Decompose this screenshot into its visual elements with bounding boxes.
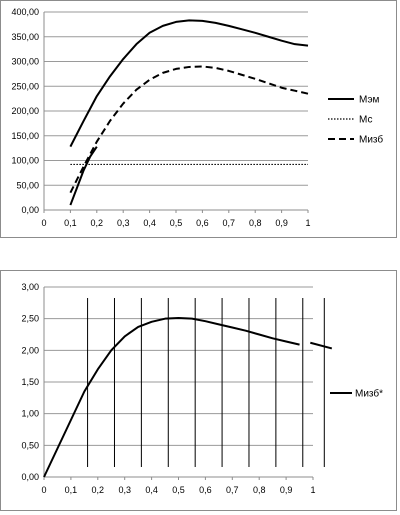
legend-entry: Мс <box>359 115 372 126</box>
series-line-Мэм <box>69 19 309 148</box>
x-tick-label: 0,3 <box>117 218 130 228</box>
x-tick-label: 0,8 <box>249 218 262 228</box>
x-tick-label: 0,4 <box>145 485 158 495</box>
y-tick-label: 0,00 <box>21 205 39 215</box>
series-line-unnamed-1 <box>310 341 333 350</box>
chart-1: 0,00 50,00 100,00 150,00 200,00 250,00 300,00 3… <box>11 7 383 228</box>
x-tick-label: 0,6 <box>199 485 212 495</box>
legend-entry: Мэм <box>359 95 380 106</box>
x-tick-label: 0,6 <box>196 218 209 228</box>
y-tick-label: 100,00 <box>11 156 39 166</box>
x-tick-label: 1 <box>310 485 315 495</box>
x-tick-label: 0,2 <box>92 485 105 495</box>
y-tick-label: 1,50 <box>21 377 39 387</box>
y-tick-label: 200,00 <box>11 106 39 116</box>
y-tick-label: 350,00 <box>11 32 39 42</box>
legend-entry: Мизб* <box>355 388 383 400</box>
series-line-Мизб* <box>43 317 300 478</box>
y-tick-label: 0,00 <box>21 472 39 482</box>
x-tick-label: 0,4 <box>143 218 156 228</box>
y-tick-label: 400,00 <box>11 7 39 17</box>
y-tick-label: 3,00 <box>21 282 39 292</box>
legend-entry: Мизб <box>359 134 383 146</box>
x-tick-label: 0,2 <box>91 218 104 228</box>
x-tick-label: 0,5 <box>172 485 185 495</box>
y-tick-label: 150,00 <box>11 131 39 141</box>
x-tick-label: 0,1 <box>64 218 77 228</box>
x-tick-label: 0,9 <box>275 218 288 228</box>
x-tick-label: 0,9 <box>280 485 293 495</box>
series-line-unnamed-3 <box>69 146 98 206</box>
x-tick-label: 0,3 <box>118 485 131 495</box>
x-tick-label: 0,7 <box>226 485 239 495</box>
x-tick-label: 1 <box>305 218 310 228</box>
y-tick-label: 0,50 <box>21 440 39 450</box>
x-tick-label: 0,1 <box>65 485 78 495</box>
y-tick-label: 1,00 <box>21 409 39 419</box>
x-tick-label: 0 <box>41 218 46 228</box>
x-tick-label: 0 <box>41 485 46 495</box>
chart-2-panel: 0,00 0,50 1,00 1,50 2,00 2,50 3,00 0 0,1 0,2 0,3 0,… <box>0 270 397 511</box>
y-tick-label: 250,00 <box>11 81 39 91</box>
y-tick-label: 50,00 <box>16 180 39 190</box>
x-tick-label: 0,7 <box>223 218 236 228</box>
y-tick-label: 2,00 <box>21 345 39 355</box>
x-tick-label: 0,5 <box>170 218 183 228</box>
y-tick-label: 300,00 <box>11 57 39 67</box>
chart-1-panel: 0,00 50,00 100,00 150,00 200,00 250,00 300,00 3… <box>0 0 397 238</box>
x-tick-label: 0,8 <box>253 485 266 495</box>
y-tick-label: 2,50 <box>21 314 39 324</box>
series-line-Мизб <box>69 65 309 194</box>
chart-2: 0,00 0,50 1,00 1,50 2,00 2,50 3,00 0 0,1 0,2 0,3 0,… <box>21 282 383 495</box>
